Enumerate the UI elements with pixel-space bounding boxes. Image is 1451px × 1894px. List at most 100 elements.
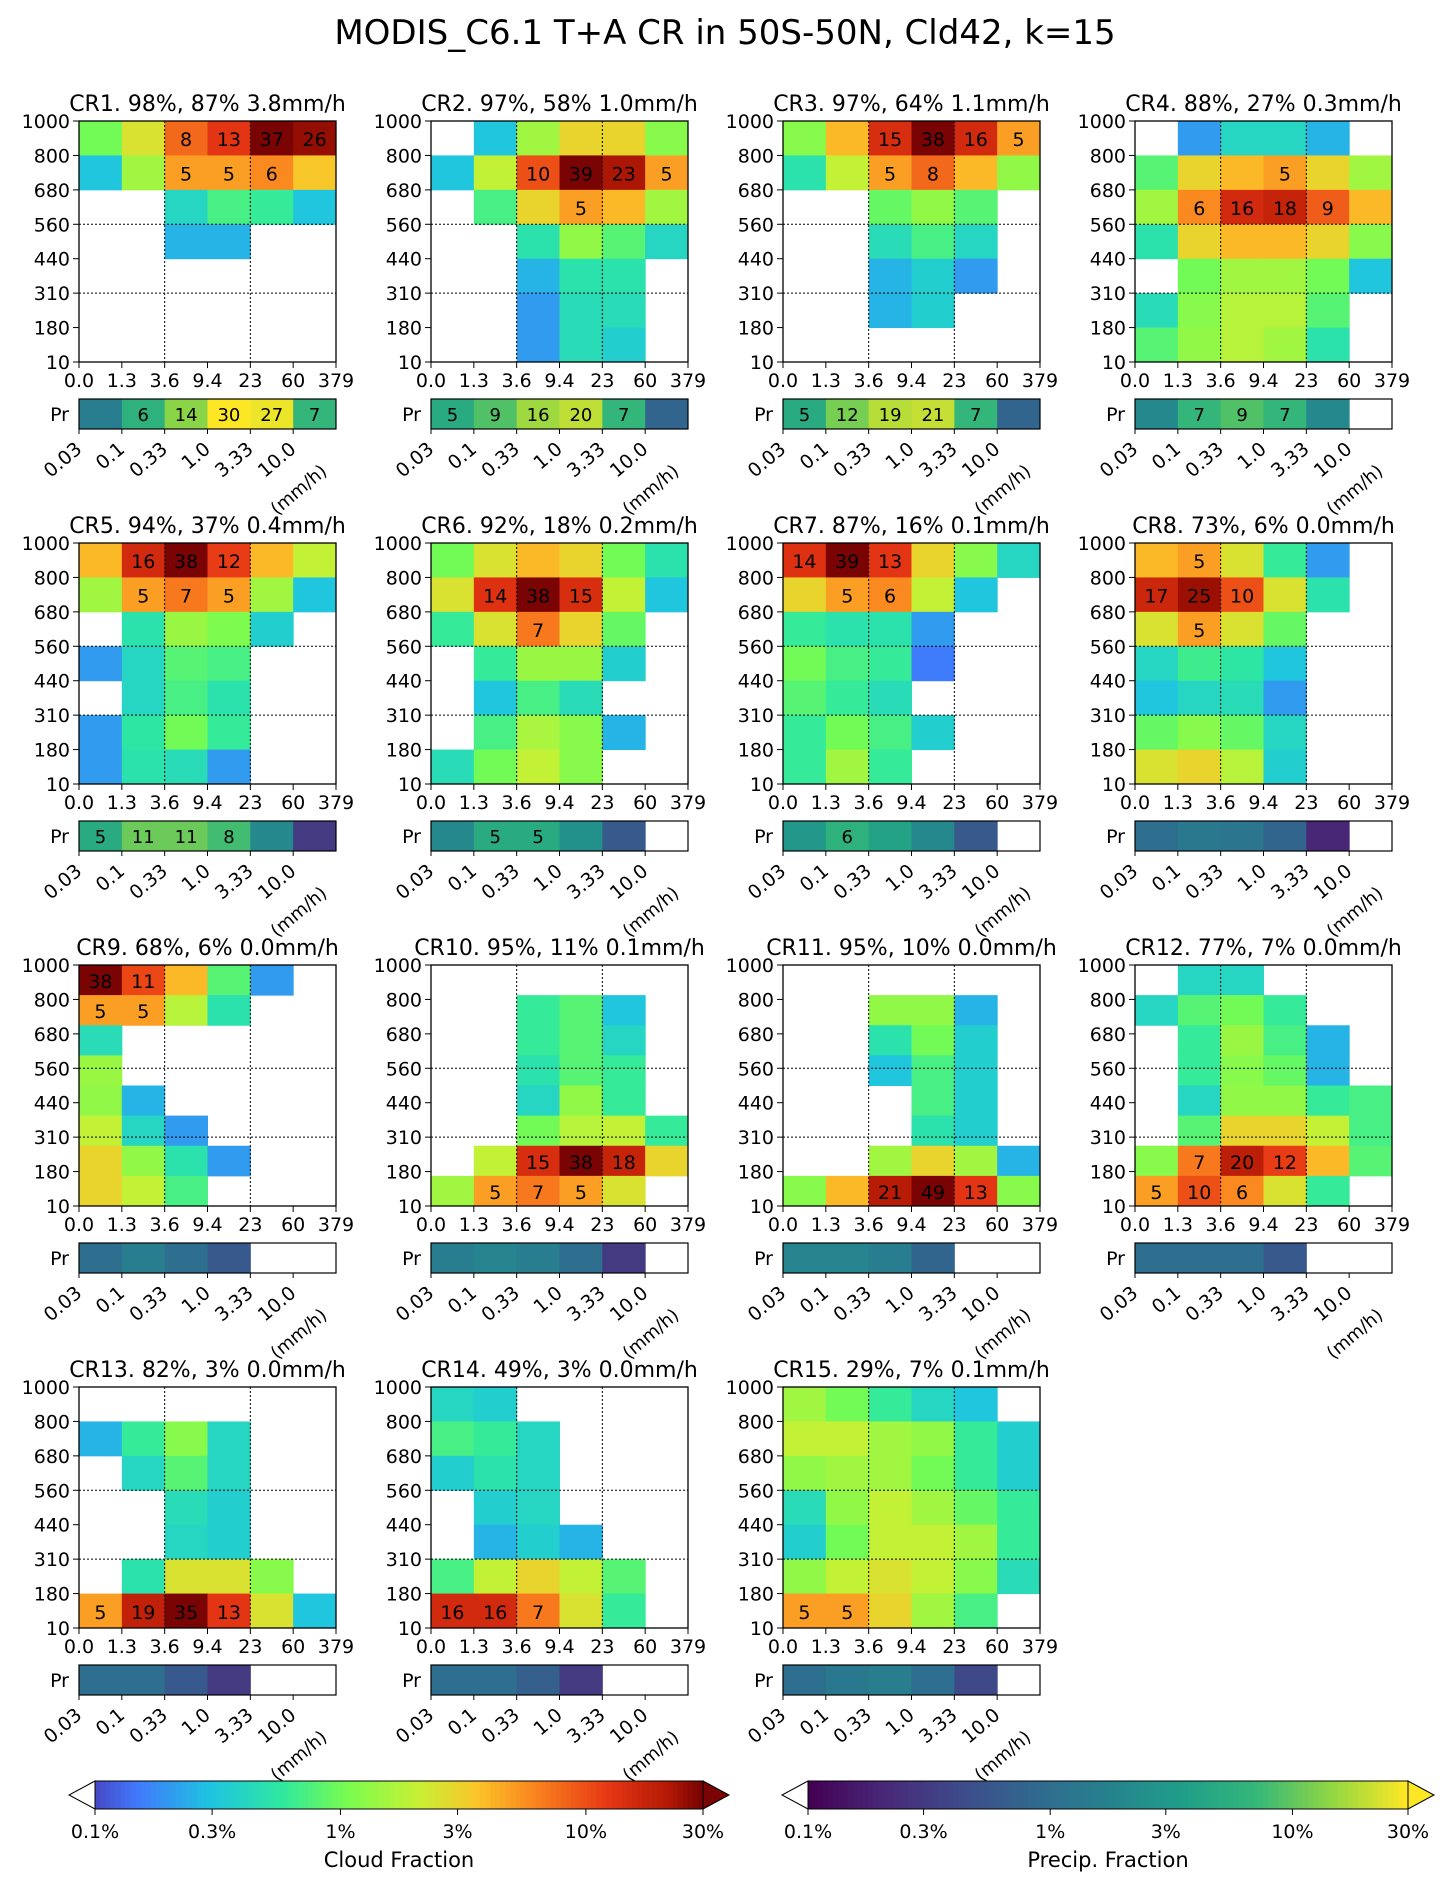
colorbar-segment [257,1781,263,1809]
heatmap-cell [207,543,251,578]
heatmap-cell [473,715,518,751]
colorbar-segment [908,1781,914,1809]
heatmap-cell [911,1421,955,1457]
heatmap-cell [1263,121,1307,156]
precip-tick-label: 3.33 [915,1704,962,1748]
colorbar-segment [1003,1781,1009,1809]
x-tick-label: 0.0 [768,1636,798,1658]
x-tick-label: 379 [670,370,706,392]
heatmap-cell [1263,1055,1307,1086]
panel-title: CR4. 88%, 27% 0.3mm/h [1125,92,1402,117]
heatmap-cell [954,1145,998,1177]
x-tick-label: 1.3 [811,1636,841,1658]
heatmap-cell [121,1559,166,1595]
precip-cell [1177,1243,1222,1273]
heatmap-cell [1220,543,1264,578]
heatmap-cell [431,749,475,785]
heatmap-cell [1135,749,1179,785]
heatmap-cell [1177,224,1222,260]
colorbar-segment [262,1781,269,1809]
precip-cell [868,1665,912,1695]
heatmap-cell [164,680,208,716]
heatmap-cell [645,1145,689,1177]
precip-cell [954,1665,998,1695]
cell-label: 5 [94,1001,106,1023]
precip-tick-label: 1.0 [881,860,918,896]
colorbar-segment [181,1781,187,1809]
precip-cell [293,821,337,851]
y-tick-label: 680 [738,602,774,624]
heatmap-cell [1177,680,1222,716]
y-tick-label: 310 [1090,283,1126,305]
colorbar-segment [353,1781,360,1809]
y-tick-label: 680 [34,1446,70,1468]
heatmap-cell [1220,121,1264,156]
heatmap-cell [1177,995,1222,1026]
y-tick-label: 680 [34,602,70,624]
heatmap-cell [516,1145,560,1177]
cr-panels: CR1. 98%, 87% 3.8mm/h8 13 37 265 5 6100080068… [22,92,1410,1786]
heatmap-cell [783,1559,827,1595]
precip-axis-label: Pr [754,826,773,848]
heatmap-cell [602,995,646,1026]
heatmap-cell [431,611,475,647]
heatmap-cell [825,1387,870,1422]
heatmap-cell [1306,1085,1350,1117]
colorbar-segment [221,1781,228,1809]
heatmap-cell [1263,293,1307,329]
x-tick-label: 379 [1374,792,1410,814]
heatmap-cell [207,965,251,996]
heatmap-cell [250,577,294,613]
colorbar-segment [1008,1781,1014,1809]
heatmap-cell [79,121,123,156]
y-tick-label: 180 [34,318,70,340]
heatmap-cell [825,715,870,751]
heatmap-cell [954,1115,998,1147]
colorbar-segment [928,1781,934,1809]
heatmap-cell [1263,1175,1307,1207]
x-tick-label: 60 [1337,792,1361,814]
precip-label: 5 [447,405,458,426]
colorbar-extend-low [67,1780,96,1810]
colorbar-segment [282,1781,289,1809]
precip-tick-label: 1.0 [881,1282,918,1318]
heatmap-cell [473,155,518,191]
y-tick-label: 680 [386,602,422,624]
heatmap-cell [911,258,955,294]
precip-tick-label: 1.0 [881,438,918,474]
heatmap-cell [911,995,955,1026]
precip-cell [79,1665,123,1695]
precip-cell [954,399,998,429]
colorbar-segment [1113,1781,1119,1809]
colorbar-segment [913,1781,919,1809]
precip-axis-label: Pr [1106,826,1125,848]
heatmap-cell [516,1524,560,1560]
colorbar-segment [556,1781,562,1809]
heatmap-cell [911,715,955,751]
heatmap-cell [1263,680,1307,716]
heatmap-cell [1306,189,1350,225]
precip-cell [473,1243,518,1273]
heatmap-cell [121,155,166,191]
heatmap-cell [645,543,689,578]
heatmap-cell [1263,577,1307,613]
heatmap-cell [825,577,870,613]
colorbar-segment [500,1781,507,1809]
heatmap-cell [1220,1025,1264,1056]
heatmap-cell [825,1593,870,1629]
y-tick-label: 180 [34,1162,70,1184]
heatmap-cell [1349,1115,1393,1147]
y-tick-label: 10 [46,774,70,796]
precip-cell [783,1665,827,1695]
cell-label: 5 [94,1602,106,1624]
colorbar-segment [642,1781,649,1809]
x-tick-label: 3.6 [1206,792,1236,814]
heatmap-cell [1177,1145,1222,1177]
heatmap-cell [559,155,603,191]
colorbar-segment [1343,1781,1349,1809]
heatmap-cell [121,715,166,751]
colorbar-segment [923,1781,929,1809]
x-tick-label: 0.0 [1120,1214,1150,1236]
colorbar-segment [480,1781,486,1809]
colorbar-segment [632,1781,638,1809]
